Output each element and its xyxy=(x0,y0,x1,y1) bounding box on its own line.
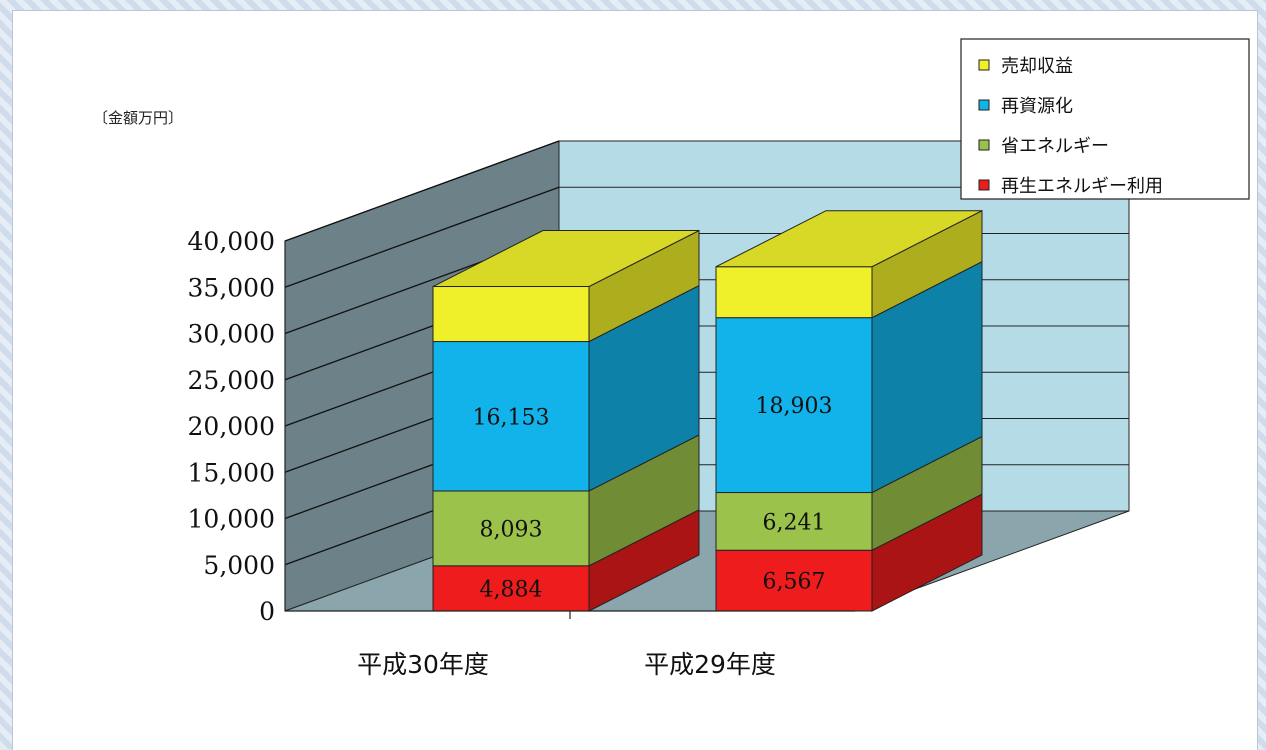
bars: 4,8848,09316,1535,9486,5676,24118,9035,5… xyxy=(432,209,983,612)
stacked-bar-chart-3d: 4,8848,09316,1535,9486,5676,24118,9035,5… xyxy=(93,38,1250,679)
legend-label: 再資源化 xyxy=(1001,96,1073,117)
y-unit-label: 〔金額万円〕 xyxy=(93,109,183,127)
y-tick-label: 0 xyxy=(259,597,275,626)
y-tick-label: 15,000 xyxy=(188,458,275,487)
data-label: 6,567 xyxy=(763,570,826,595)
data-label: 16,153 xyxy=(473,405,550,430)
bar-segment xyxy=(715,266,873,319)
bar-segment xyxy=(432,341,590,492)
y-tick-label: 25,000 xyxy=(188,366,275,395)
y-tick-label: 20,000 xyxy=(188,412,275,441)
data-label: 6,241 xyxy=(763,510,826,535)
legend-label: 省エネルギー xyxy=(1001,136,1109,157)
data-label: 18,903 xyxy=(756,394,833,419)
gridline-side xyxy=(284,186,560,288)
data-label: 4,884 xyxy=(480,577,543,602)
y-axis: 0 5,000 10,000 15,000 20,000 25,000 30,000 35,0… xyxy=(188,227,855,626)
bar-top xyxy=(432,230,700,288)
legend-box xyxy=(960,38,1250,200)
legend-swatch xyxy=(978,59,990,71)
chart-panel: 4,8848,09316,1535,9486,5676,24118,9035,5… xyxy=(12,10,1258,750)
y-tick-label: 40,000 xyxy=(188,227,275,256)
legend-label: 売却収益 xyxy=(1001,56,1073,77)
data-label: 8,093 xyxy=(480,517,543,542)
y-tick-label: 30,000 xyxy=(188,320,275,349)
bar-segment xyxy=(432,565,590,612)
x-category-label: 平成29年度 xyxy=(644,650,776,679)
y-tick-label: 10,000 xyxy=(188,505,275,534)
legend-label: 再生エネルギー利用 xyxy=(1001,176,1163,197)
bar-segment xyxy=(432,490,590,567)
x-category-label: 平成30年度 xyxy=(357,650,489,679)
bar-segment xyxy=(715,317,873,494)
x-axis: 平成30年度 平成29年度 xyxy=(357,650,776,679)
y-tick-label: 35,000 xyxy=(188,273,275,302)
gridline-side xyxy=(284,140,560,242)
legend-swatch xyxy=(978,139,990,151)
bar-top xyxy=(715,210,983,268)
legend-swatch xyxy=(978,179,990,191)
y-tick-label: 5,000 xyxy=(203,551,275,580)
legend-swatch xyxy=(978,99,990,111)
bar-segment xyxy=(432,286,590,343)
